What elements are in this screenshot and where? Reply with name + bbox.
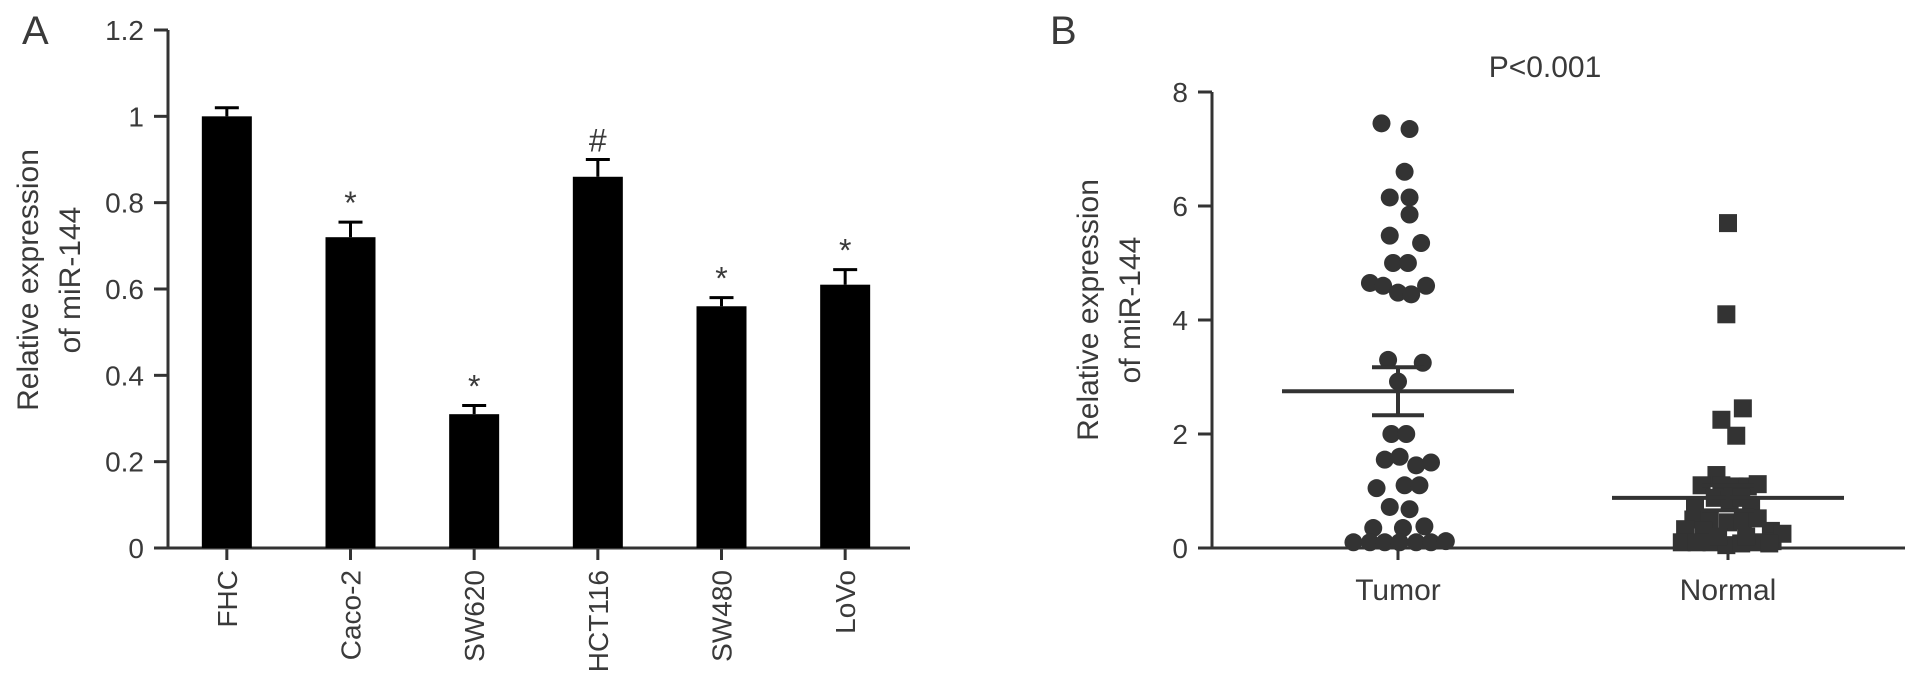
panel-b-tumor-point — [1344, 533, 1363, 552]
panel-b-tumor-point — [1412, 234, 1431, 253]
panel-b-normal-point — [1733, 511, 1752, 530]
panel-b-normal-point — [1712, 410, 1731, 429]
panel-b-y-tick-label: 8 — [1172, 77, 1188, 108]
panel-b-tumor-point — [1407, 533, 1426, 552]
panel-b-tumor-point — [1397, 425, 1416, 443]
panel-b-x-tick-label: Normal — [1680, 574, 1777, 607]
panel-b-tumor-point — [1380, 497, 1399, 516]
panel-a-y-tick-label: 0.2 — [105, 447, 144, 478]
panel-b-tumor-point — [1417, 276, 1436, 295]
panel-b-tumor-point — [1367, 479, 1386, 498]
panel-a-significance-mark: * — [715, 261, 727, 297]
panel-b-tumor-point — [1436, 532, 1455, 551]
panel-b-normal-point — [1672, 533, 1691, 552]
panel-b-tumor-point — [1380, 226, 1399, 245]
panel-b-tumor-point — [1379, 350, 1398, 369]
panel-b-tumor-point — [1390, 447, 1409, 466]
panel-a-x-tick-label: SW620 — [459, 570, 490, 662]
panel-a-x-tick-label: HCT116 — [583, 570, 614, 672]
panel-b-tumor-point — [1415, 517, 1434, 536]
panel-b-tumor-point — [1384, 254, 1403, 272]
panel-a-y-tick-label: 1.2 — [105, 15, 144, 46]
panel-a-ylabel-line2: of miR-144 — [54, 207, 87, 354]
panel-b-ylabel-line2: of miR-144 — [1114, 237, 1147, 384]
panel-b-tumor-point — [1375, 533, 1394, 552]
panel-b-tumor-point — [1400, 205, 1419, 224]
panel-a-x-tick-label: FHC — [212, 570, 243, 628]
panel-b-tumor-point — [1422, 453, 1440, 472]
panel-a-bar — [696, 306, 747, 548]
panel-a-ylabel-line1: Relative expression — [12, 149, 45, 411]
panel-a-bar — [449, 414, 500, 548]
panel-b-tumor-point — [1372, 114, 1391, 133]
panel-b-tumor-point — [1395, 162, 1414, 181]
panel-b-tumor-point — [1389, 283, 1407, 302]
panel-b-normal-point — [1719, 214, 1737, 233]
panel-b-tumor-point — [1410, 476, 1429, 495]
panel-a-y-tick-label: 0.8 — [105, 188, 144, 219]
panel-a-label: A — [22, 9, 49, 53]
panel-b-normal-point — [1737, 527, 1756, 546]
panel-a-y-tick-label: 0.4 — [105, 360, 144, 391]
panel-b-tumor-point — [1364, 519, 1383, 538]
panel-b-y-tick-label: 2 — [1172, 419, 1188, 450]
panel-b-normal-point — [1727, 426, 1746, 445]
panel-b-tumor-point — [1374, 276, 1393, 295]
panel-b-y-tick-label: 4 — [1172, 305, 1188, 336]
panel-b-tumor-point — [1422, 533, 1440, 552]
panel-b-tumor-point — [1407, 456, 1426, 475]
panel-a-significance-mark: * — [839, 233, 851, 269]
panel-b-ylabel-line1: Relative expression — [1072, 179, 1105, 441]
panel-a-x-tick-label: SW480 — [707, 570, 738, 662]
panel-a-significance-mark: # — [589, 123, 607, 159]
panel-a-y-tick-label: 1 — [128, 101, 144, 132]
panel-b-normal-point — [1717, 305, 1736, 324]
panel-b-tumor-point — [1398, 254, 1417, 272]
panel-a-x-tick-label: LoVo — [830, 570, 861, 634]
panel-b-x-tick-label: Tumor — [1355, 574, 1441, 607]
panel-b-dot-plot: P<0.001 Relative expression of miR-144 0… — [1072, 51, 1905, 607]
panel-a-significance-mark: * — [344, 185, 356, 221]
panel-b-normal-point — [1687, 533, 1706, 552]
panel-b-tumor-point — [1360, 533, 1379, 552]
panel-b-tumor-point — [1375, 450, 1394, 469]
panel-b-label: B — [1050, 9, 1077, 53]
panel-b-tumor-point — [1390, 533, 1409, 552]
panel-b-tumor-point — [1382, 425, 1401, 443]
panel-b-tumor-point — [1393, 519, 1412, 538]
panel-a-y-tick-label: 0 — [128, 533, 144, 564]
panel-b-tumor-point — [1400, 500, 1419, 519]
panel-b-normal-point — [1748, 475, 1767, 494]
panel-a-bar-chart: Relative expression of miR-144 0 0.2 0.4 0.… — [12, 15, 910, 672]
panel-a-x-tick-label: Caco-2 — [336, 570, 367, 660]
panel-b-tumor-point — [1400, 188, 1419, 207]
panel-b-normal-point — [1719, 513, 1737, 532]
panel-b-normal-point — [1733, 399, 1752, 418]
panel-a-bar — [325, 237, 376, 548]
panel-a-y-tick-label: 0.6 — [105, 274, 144, 305]
panel-a-significance-mark: * — [468, 369, 480, 405]
panel-b-tumor-point — [1395, 476, 1414, 495]
panel-b-title: P<0.001 — [1489, 51, 1602, 84]
panel-a-bar — [201, 116, 252, 548]
panel-b-tumor-point — [1380, 188, 1399, 207]
panel-b-tumor-point — [1402, 285, 1421, 304]
panel-b-y-tick-label: 0 — [1172, 533, 1188, 564]
panel-b-tumor-point — [1400, 120, 1419, 139]
panel-b-y-tick-label: 6 — [1172, 191, 1188, 222]
panel-b-normal-point — [1709, 527, 1728, 546]
panel-b-normal-point — [1760, 534, 1779, 553]
panel-a-bar — [572, 176, 623, 548]
panel-a-bar — [820, 284, 871, 548]
